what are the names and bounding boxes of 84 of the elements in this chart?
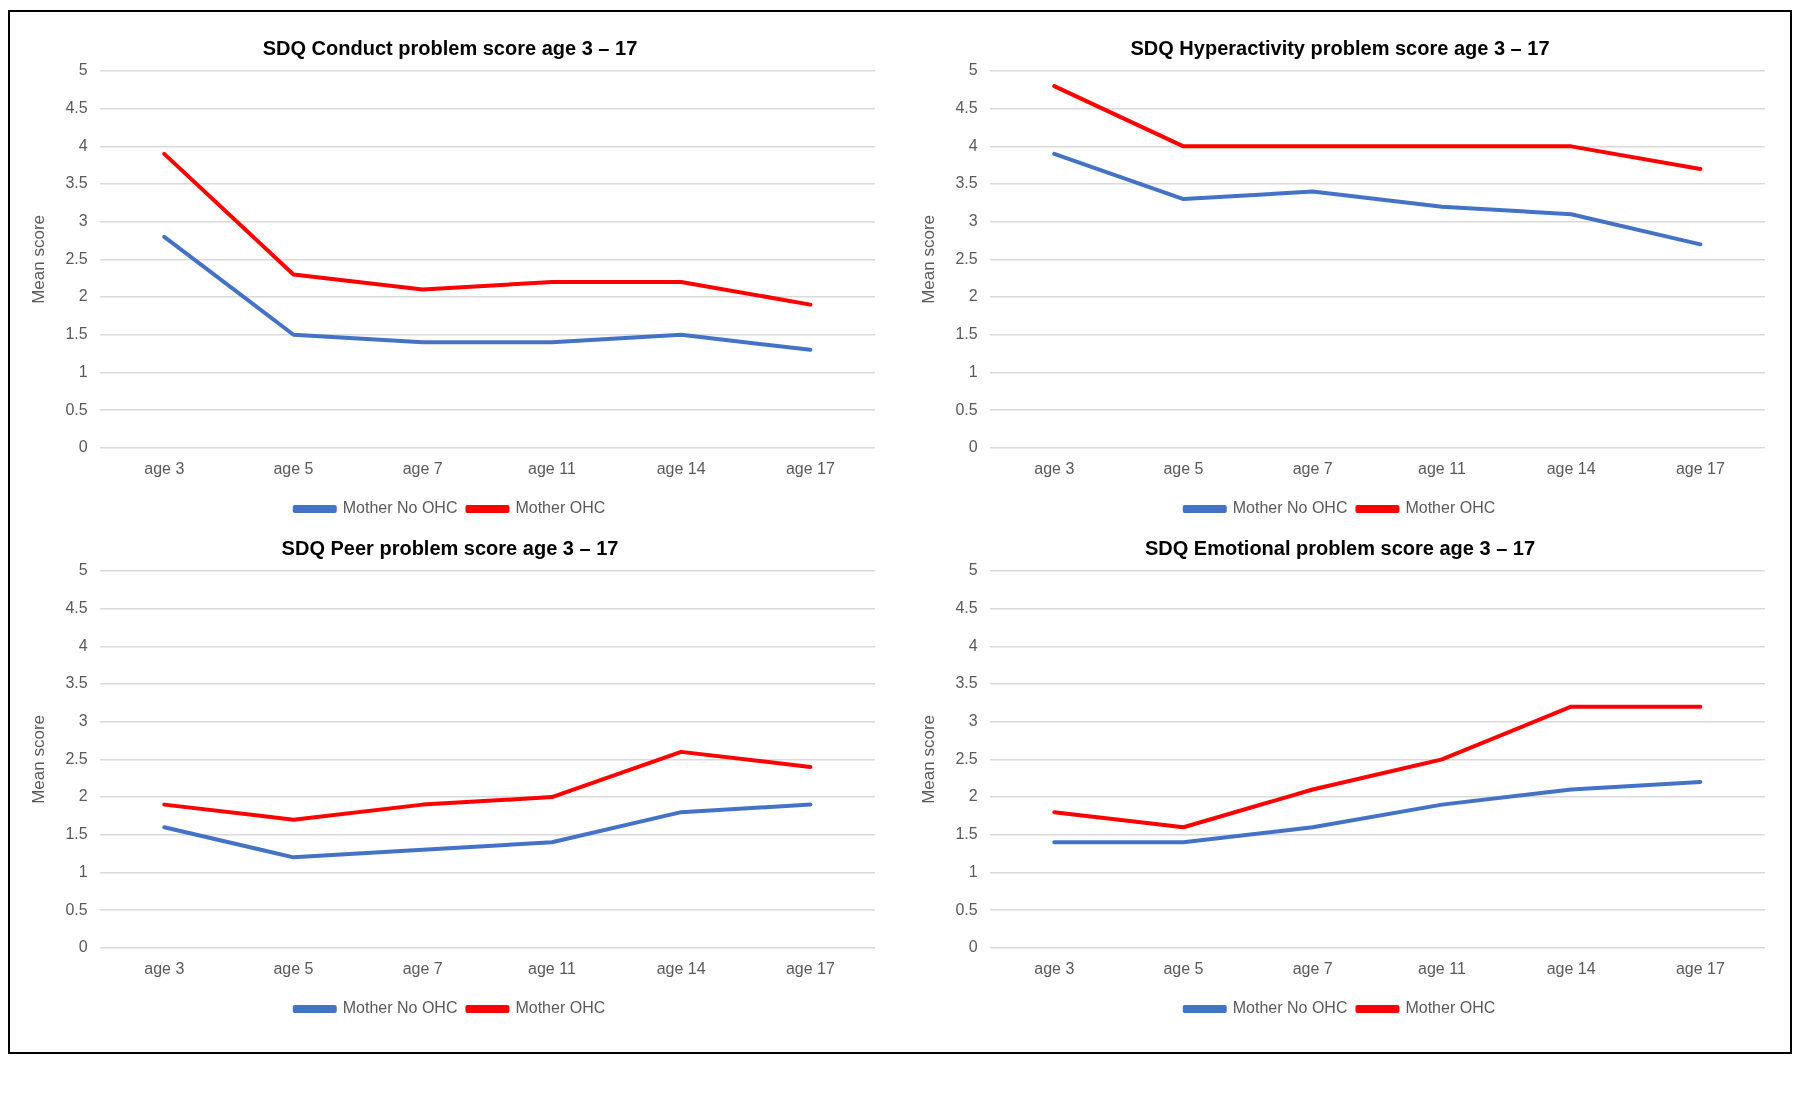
x-tick-label: age 5 <box>1163 959 1204 977</box>
y-tick-label: 4 <box>78 136 88 154</box>
y-tick-label: 0 <box>968 938 978 956</box>
y-tick-label: 3.5 <box>955 674 978 692</box>
x-tick-label: age 17 <box>785 959 835 977</box>
y-tick-label: 3.5 <box>955 174 978 192</box>
y-tick-label: 3.5 <box>65 174 88 192</box>
y-tick-label: 0 <box>78 938 88 956</box>
y-axis-title: Mean score <box>918 214 938 304</box>
y-tick-label: 3 <box>78 712 88 730</box>
x-tick-label: age 5 <box>273 459 314 477</box>
y-tick-label: 4.5 <box>65 99 88 117</box>
legend-label: Mother OHC <box>1405 499 1496 517</box>
x-tick-label: age 14 <box>1546 959 1596 977</box>
y-tick-label: 1.5 <box>65 825 88 843</box>
legend-label: Mother OHC <box>1405 999 1496 1017</box>
y-tick-label: 5 <box>968 61 978 79</box>
legend-label: Mother OHC <box>515 999 606 1017</box>
x-tick-label: age 14 <box>656 959 706 977</box>
legend-label: Mother No OHC <box>1232 999 1348 1017</box>
y-tick-label: 4 <box>968 136 978 154</box>
y-tick-label: 3 <box>968 712 978 730</box>
legend-label: Mother No OHC <box>342 499 458 517</box>
y-tick-label: 1 <box>968 862 978 880</box>
y-tick-label: 2 <box>78 287 88 305</box>
y-tick-label: 3.5 <box>65 674 88 692</box>
x-tick-label: age 3 <box>1034 959 1075 977</box>
y-tick-label: 0.5 <box>955 400 978 418</box>
y-tick-label: 5 <box>78 61 88 79</box>
x-tick-label: age 7 <box>1292 459 1333 477</box>
legend-label: Mother No OHC <box>1232 499 1348 517</box>
y-tick-label: 0 <box>968 438 978 456</box>
y-tick-label: 5 <box>78 561 88 579</box>
x-tick-label: age 17 <box>785 459 835 477</box>
chart-title: SDQ Conduct problem score age 3 – 17 <box>262 36 638 59</box>
x-tick-label: age 7 <box>402 959 443 977</box>
y-tick-label: 4.5 <box>955 99 978 117</box>
x-tick-label: age 11 <box>528 959 576 977</box>
x-tick-label: age 17 <box>1675 459 1725 477</box>
y-tick-label: 1 <box>78 362 88 380</box>
y-tick-label: 1.5 <box>65 325 88 343</box>
x-tick-label: age 5 <box>273 959 314 977</box>
y-tick-label: 4.5 <box>955 599 978 617</box>
y-tick-label: 2.5 <box>65 749 88 767</box>
y-tick-label: 4 <box>968 636 978 654</box>
y-axis-title: Mean score <box>918 714 938 804</box>
y-tick-label: 1.5 <box>955 825 978 843</box>
y-tick-label: 2.5 <box>955 249 978 267</box>
y-tick-label: 0 <box>78 438 88 456</box>
x-tick-label: age 14 <box>1546 459 1596 477</box>
x-tick-label: age 11 <box>1418 959 1466 977</box>
x-tick-label: age 3 <box>144 459 185 477</box>
y-tick-label: 1 <box>968 362 978 380</box>
y-tick-label: 4 <box>78 636 88 654</box>
legend-label: Mother No OHC <box>342 999 458 1017</box>
x-tick-label: age 7 <box>402 459 443 477</box>
legend-label: Mother OHC <box>515 499 606 517</box>
chart-title: SDQ Peer problem score age 3 – 17 <box>281 536 619 559</box>
y-tick-label: 1 <box>78 862 88 880</box>
y-tick-label: 3 <box>968 212 978 230</box>
y-tick-label: 5 <box>968 561 978 579</box>
x-tick-label: age 3 <box>144 959 185 977</box>
chart-title: SDQ Emotional problem score age 3 – 17 <box>1144 536 1536 559</box>
x-tick-label: age 7 <box>1292 959 1333 977</box>
y-tick-label: 3 <box>78 212 88 230</box>
y-axis-title: Mean score <box>28 714 48 804</box>
x-tick-label: age 5 <box>1163 459 1204 477</box>
x-tick-label: age 3 <box>1034 459 1075 477</box>
y-tick-label: 2 <box>78 787 88 805</box>
x-tick-label: age 11 <box>528 459 576 477</box>
x-tick-label: age 14 <box>656 459 706 477</box>
y-axis-title: Mean score <box>28 214 48 304</box>
x-tick-label: age 17 <box>1675 959 1725 977</box>
y-tick-label: 0.5 <box>955 900 978 918</box>
x-tick-label: age 11 <box>1418 459 1466 477</box>
y-tick-label: 2 <box>968 787 978 805</box>
y-tick-label: 2.5 <box>65 249 88 267</box>
y-tick-label: 1.5 <box>955 325 978 343</box>
y-tick-label: 0.5 <box>65 900 88 918</box>
y-tick-label: 0.5 <box>65 400 88 418</box>
chart-title: SDQ Hyperactivity problem score age 3 – 17 <box>1130 36 1550 59</box>
y-tick-label: 2.5 <box>955 749 978 767</box>
y-tick-label: 2 <box>968 287 978 305</box>
y-tick-label: 4.5 <box>65 599 88 617</box>
